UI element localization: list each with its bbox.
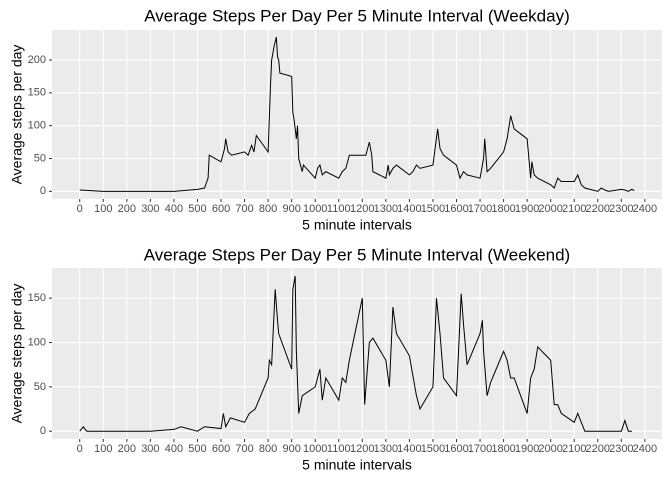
plot-background <box>52 268 662 439</box>
x-tick-label: 2400 <box>633 443 657 455</box>
x-tick-label: 700 <box>235 443 253 455</box>
x-tick-label: 1500 <box>421 443 445 455</box>
y-tick-label: 0 <box>40 425 46 437</box>
x-tick-label: 1600 <box>444 443 468 455</box>
x-tick-label: 100 <box>94 203 112 215</box>
data-line <box>79 36 635 192</box>
x-axis-title: 5 minute intervals <box>302 217 412 233</box>
y-axis-title: Average steps per day <box>9 284 25 424</box>
x-tick-label: 300 <box>141 203 159 215</box>
y-tick-label: 150 <box>28 87 46 99</box>
x-tick-label: 1100 <box>327 443 351 455</box>
x-tick-label: 1700 <box>468 203 492 215</box>
x-tick-label: 900 <box>282 443 300 455</box>
x-tick-label: 1500 <box>421 203 445 215</box>
y-tick-label: 100 <box>28 336 46 348</box>
x-tick-label: 2000 <box>538 203 562 215</box>
x-tick-label: 1100 <box>327 203 351 215</box>
x-tick-label: 200 <box>118 443 136 455</box>
x-tick-label: 500 <box>188 203 206 215</box>
x-axis-title: 5 minute intervals <box>302 457 412 473</box>
data-line <box>79 275 632 432</box>
x-tick-label: 1300 <box>374 443 398 455</box>
x-tick-label: 500 <box>188 443 206 455</box>
x-tick-label: 800 <box>259 443 277 455</box>
x-tick-label: 100 <box>94 443 112 455</box>
x-tick-label: 2100 <box>562 443 586 455</box>
x-tick-label: 300 <box>141 443 159 455</box>
x-tick-label: 1400 <box>397 443 421 455</box>
y-tick-label: 200 <box>28 54 46 66</box>
x-tick-label: 600 <box>212 443 230 455</box>
x-tick-label: 2100 <box>562 203 586 215</box>
x-tick-label: 1700 <box>468 443 492 455</box>
x-tick-label: 600 <box>212 203 230 215</box>
x-tick-label: 1900 <box>515 203 539 215</box>
x-tick-label: 400 <box>165 203 183 215</box>
y-tick-label: 150 <box>28 292 46 304</box>
x-tick-label: 0 <box>77 443 83 455</box>
x-tick-label: 1000 <box>303 443 327 455</box>
x-tick-label: 1800 <box>491 443 515 455</box>
y-tick-label: 100 <box>28 120 46 132</box>
x-tick-label: 1800 <box>491 203 515 215</box>
y-axis-title: Average steps per day <box>9 45 25 185</box>
y-tick-label: 0 <box>40 185 46 197</box>
x-tick-label: 2300 <box>609 203 633 215</box>
x-tick-label: 900 <box>282 203 300 215</box>
x-tick-label: 1400 <box>397 203 421 215</box>
x-tick-label: 2200 <box>586 203 610 215</box>
x-tick-label: 700 <box>235 203 253 215</box>
x-tick-label: 2400 <box>633 203 657 215</box>
x-tick-label: 1200 <box>350 203 374 215</box>
chart-title: Average Steps Per Day Per 5 Minute Inter… <box>144 6 570 25</box>
plot-background <box>52 30 662 199</box>
x-tick-label: 800 <box>259 203 277 215</box>
x-tick-label: 2300 <box>609 443 633 455</box>
x-tick-label: 2000 <box>538 443 562 455</box>
x-tick-label: 1300 <box>374 203 398 215</box>
x-tick-label: 1200 <box>350 443 374 455</box>
x-tick-label: 1000 <box>303 203 327 215</box>
chart-title: Average Steps Per Day Per 5 Minute Inter… <box>144 245 570 264</box>
x-tick-label: 1600 <box>444 203 468 215</box>
x-tick-label: 1900 <box>515 443 539 455</box>
x-tick-label: 0 <box>77 203 83 215</box>
y-tick-label: 50 <box>34 152 46 164</box>
x-tick-label: 400 <box>165 443 183 455</box>
x-tick-label: 2200 <box>586 443 610 455</box>
x-tick-label: 200 <box>118 203 136 215</box>
y-tick-label: 50 <box>34 381 46 393</box>
